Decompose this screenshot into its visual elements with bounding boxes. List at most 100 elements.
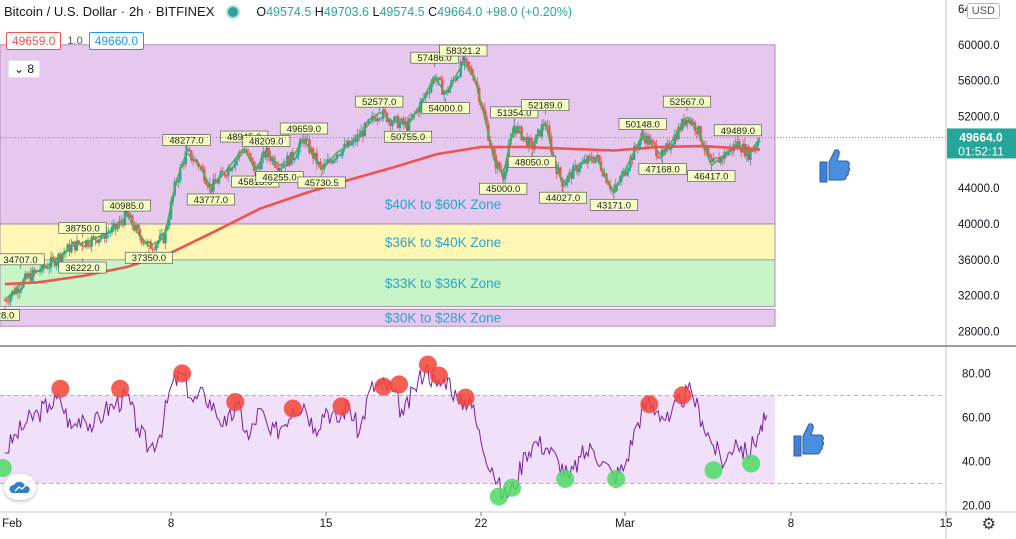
- rsi-pane[interactable]: [0, 355, 946, 506]
- overbought-marker: [429, 366, 448, 385]
- candle-body: [393, 116, 396, 123]
- indicators-toggle[interactable]: ⌄ 8: [8, 60, 41, 78]
- separator: ·: [147, 4, 152, 19]
- swing-annotation: 45730.5: [297, 172, 346, 189]
- candle-body: [374, 118, 378, 122]
- candle-body: [669, 147, 673, 150]
- candle-body: [9, 295, 12, 302]
- candle-body: [369, 118, 372, 120]
- candle-body: [348, 140, 352, 146]
- candle-body: [739, 149, 743, 153]
- annotation-box: [490, 106, 539, 119]
- gear-icon[interactable]: ⚙: [981, 516, 996, 533]
- candle-body: [562, 185, 566, 187]
- candle-body: [33, 269, 36, 273]
- zone-label: $30K to $28K Zone: [385, 311, 501, 326]
- candle-body: [625, 172, 628, 176]
- candle-body: [437, 77, 440, 81]
- candle-body: [147, 241, 151, 243]
- candle-body: [269, 156, 272, 161]
- candle-body: [228, 167, 232, 171]
- price-zones: $40K to $60K Zone $36K to $40K Zone $33K t…: [0, 44, 776, 327]
- candle-body: [262, 151, 265, 158]
- candle-body: [35, 270, 38, 273]
- annotation-label: 28.0: [0, 311, 14, 322]
- symbol-header[interactable]: Bitcoin / U.S. Dollar · 2h · BITFINEX O4…: [4, 4, 572, 19]
- currency-button[interactable]: USD: [966, 3, 1000, 19]
- candle-body: [276, 167, 280, 171]
- candle-body: [293, 158, 296, 161]
- candle-body: [221, 171, 224, 173]
- candle-body: [70, 244, 73, 253]
- candle-body: [158, 235, 162, 242]
- candle-body: [160, 233, 164, 236]
- candle-body: [651, 140, 654, 142]
- annotation-box: [507, 156, 556, 168]
- candle-body: [448, 87, 451, 93]
- annotation-box: [638, 163, 687, 175]
- candle-body: [433, 77, 437, 81]
- annotation-label: 45815.0: [238, 177, 272, 188]
- buy-button[interactable]: 49660.0: [88, 32, 145, 50]
- candle-body: [380, 118, 383, 120]
- rsi-axis[interactable]: 80.00 60.00 40.00 20.00: [962, 368, 991, 512]
- candle-body: [370, 115, 374, 119]
- candle-body: [88, 245, 92, 247]
- annotation-box: [355, 95, 404, 108]
- candle-body: [409, 118, 413, 120]
- candle-body: [223, 172, 226, 176]
- candle-body: [73, 241, 77, 251]
- thumbs-up-icon: [793, 423, 824, 457]
- candle-body: [84, 240, 88, 247]
- candle-body: [258, 166, 261, 170]
- candle-body: [136, 224, 140, 229]
- price-axis[interactable]: 64000.060000.056000.052000.048000.044000…: [958, 4, 1000, 339]
- candle-body: [14, 288, 18, 295]
- annotation-box: [0, 309, 20, 321]
- candle-body: [182, 163, 186, 165]
- annotation-box: [162, 134, 211, 146]
- annotation-box: [439, 44, 488, 57]
- candle-body: [570, 172, 573, 179]
- oversold-marker: [489, 487, 508, 506]
- candle-body: [404, 121, 407, 125]
- candle-body: [439, 77, 442, 80]
- sell-button[interactable]: 49659.0: [6, 32, 62, 50]
- tradingview-cloud-icon[interactable]: [4, 474, 36, 500]
- zone-box: [0, 308, 776, 327]
- annotation-box: [713, 124, 762, 137]
- candle-body: [184, 151, 188, 165]
- rsi-tick-label: 60.00: [962, 412, 991, 424]
- zone-label: $40K to $60K Zone: [385, 197, 501, 212]
- candle-body: [756, 141, 759, 147]
- candle-body: [522, 136, 525, 141]
- candle-body: [334, 158, 337, 160]
- candle-body: [712, 158, 715, 163]
- swing-annotation: 48209.0: [242, 135, 291, 151]
- candle-body: [129, 215, 132, 218]
- candle-body: [463, 57, 466, 65]
- candle-body: [503, 172, 507, 180]
- time-axis[interactable]: Feb 8 15 22 Mar 8 15: [0, 512, 952, 530]
- symbol-name[interactable]: Bitcoin / U.S. Dollar: [4, 4, 117, 19]
- annotation-label: 54000.0: [428, 104, 462, 115]
- candle-body: [695, 131, 699, 134]
- candle-body: [60, 254, 64, 262]
- annotation-box: [410, 51, 459, 64]
- candle-body: [426, 92, 429, 94]
- candle-body: [586, 155, 590, 164]
- market-open-icon: [226, 4, 241, 19]
- interval[interactable]: 2h: [129, 4, 144, 19]
- candle-body: [96, 240, 99, 243]
- candle-body: [564, 182, 568, 186]
- swing-annotation: 47168.0: [638, 159, 687, 176]
- candle-body: [389, 119, 392, 126]
- candle-body: [46, 267, 49, 269]
- candle-body: [230, 167, 234, 171]
- price-tick-label: 60000.0: [958, 40, 1000, 52]
- price-tick-label: 44000.0: [958, 183, 1000, 195]
- candle-body: [341, 149, 344, 156]
- candle-body: [376, 118, 379, 122]
- candle-body: [492, 148, 496, 155]
